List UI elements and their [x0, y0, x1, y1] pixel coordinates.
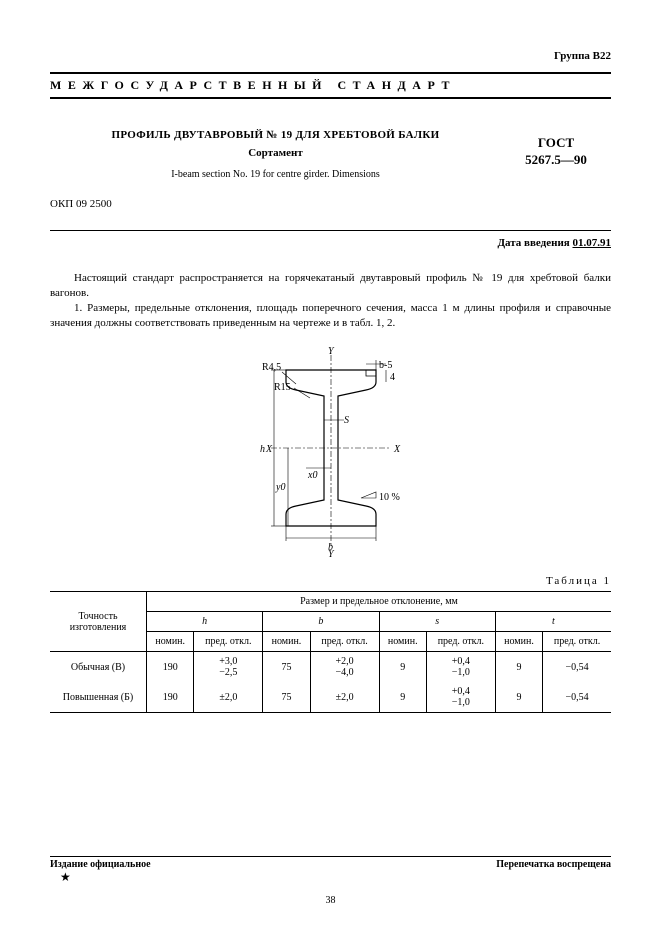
row1-s-dev: +0,4−1,0: [426, 652, 495, 683]
label-y0: y0: [275, 482, 285, 493]
row2-t-nom: 9: [495, 682, 542, 713]
title-main: ПРОФИЛЬ ДВУТАВРОВЫЙ № 19 ДЛЯ ХРЕБТОВОЙ Б…: [50, 129, 501, 141]
footer-line: Издание официальное Перепечатка воспреще…: [50, 856, 611, 870]
page: Группа В22 МЕЖГОСУДАРСТВЕННЫЙ СТАНДАРТ П…: [0, 0, 661, 936]
row2-t-dev: −0,54: [543, 682, 611, 713]
row2-s-dev: +0,4−1,0: [426, 682, 495, 713]
okp-code: ОКП 09 2500: [50, 198, 611, 210]
row2-h-nom: 190: [147, 682, 194, 713]
row1-b-dev: +2,0−4,0: [310, 652, 379, 683]
th-h: h: [147, 612, 263, 632]
row2-b-dev: ±2,0: [310, 682, 379, 713]
label-h: h: [260, 444, 265, 455]
intro-date-value: 01.07.91: [573, 237, 612, 249]
th-h-nom: номин.: [147, 632, 194, 652]
th-b: b: [263, 612, 379, 632]
paragraph-2: 1. Размеры, предельные отклонения, площа…: [50, 301, 611, 331]
table-1-caption: Таблица 1: [50, 575, 611, 587]
standard-number: ГОСТ 5267.5—90: [501, 129, 611, 180]
th-t-dev: пред. откл.: [543, 632, 611, 652]
row1-h-dev: +3,0−2,5: [194, 652, 263, 683]
row2-b-nom: 75: [263, 682, 310, 713]
label-R15: R15: [274, 382, 291, 393]
body-text: Настоящий стандарт распространяется на г…: [50, 271, 611, 330]
std-num: 5267.5—90: [501, 152, 611, 169]
label-4: 4: [390, 372, 395, 383]
header-row: ПРОФИЛЬ ДВУТАВРОВЫЙ № 19 ДЛЯ ХРЕБТОВОЙ Б…: [50, 129, 611, 180]
i-beam-svg: Y Y X X h b S x0 y0 R4,5 R15 b-5 4 10 %: [216, 340, 446, 560]
th-s-dev: пред. откл.: [426, 632, 495, 652]
row2-s-nom: 9: [379, 682, 426, 713]
footer: Издание официальное Перепечатка воспреще…: [50, 856, 611, 906]
header-left: ПРОФИЛЬ ДВУТАВРОВЫЙ № 19 ДЛЯ ХРЕБТОВОЙ Б…: [50, 129, 501, 180]
row1-b-nom: 75: [263, 652, 310, 683]
group-label: Группа В22: [50, 50, 611, 62]
row2-label: Повышенная (Б): [50, 682, 147, 713]
label-X-left: X: [265, 444, 273, 455]
label-R45: R4,5: [262, 362, 281, 373]
label-Y-top: Y: [328, 346, 335, 357]
th-b-dev: пред. откл.: [310, 632, 379, 652]
label-x0: x0: [307, 470, 317, 481]
page-number: 38: [50, 895, 611, 906]
intro-date: Дата введения 01.07.91: [50, 230, 611, 249]
label-b5: b-5: [379, 360, 392, 371]
table-1: Точность изготовления Размер и предельно…: [50, 591, 611, 713]
th-h-dev: пред. откл.: [194, 632, 263, 652]
paragraph-1: Настоящий стандарт распространяется на г…: [50, 271, 611, 301]
label-X-right: X: [393, 444, 401, 455]
title-english: I-beam section No. 19 for centre girder.…: [50, 169, 501, 180]
row1-h-nom: 190: [147, 652, 194, 683]
i-beam-diagram: Y Y X X h b S x0 y0 R4,5 R15 b-5 4 10 %: [50, 340, 611, 565]
std-word: ГОСТ: [501, 135, 611, 152]
label-S: S: [344, 415, 349, 426]
footer-right: Перепечатка воспрещена: [496, 859, 611, 870]
star-icon: ★: [60, 870, 611, 885]
th-s: s: [379, 612, 495, 632]
th-precision: Точность изготовления: [50, 592, 147, 652]
th-t: t: [495, 612, 611, 632]
th-t-nom: номин.: [495, 632, 542, 652]
intro-date-label: Дата введения: [497, 237, 572, 249]
th-b-nom: номин.: [263, 632, 310, 652]
label-slope: 10 %: [379, 492, 400, 503]
row1-label: Обычная (В): [50, 652, 147, 683]
footer-left: Издание официальное: [50, 859, 151, 870]
title-sub: Сортамент: [50, 147, 501, 159]
row1-t-dev: −0,54: [543, 652, 611, 683]
label-b: b: [328, 542, 333, 553]
standard-banner: МЕЖГОСУДАРСТВЕННЫЙ СТАНДАРТ: [50, 72, 611, 99]
th-s-nom: номин.: [379, 632, 426, 652]
row2-h-dev: ±2,0: [194, 682, 263, 713]
row1-t-nom: 9: [495, 652, 542, 683]
th-size-dev: Размер и предельное отклонение, мм: [147, 592, 612, 612]
row1-s-nom: 9: [379, 652, 426, 683]
